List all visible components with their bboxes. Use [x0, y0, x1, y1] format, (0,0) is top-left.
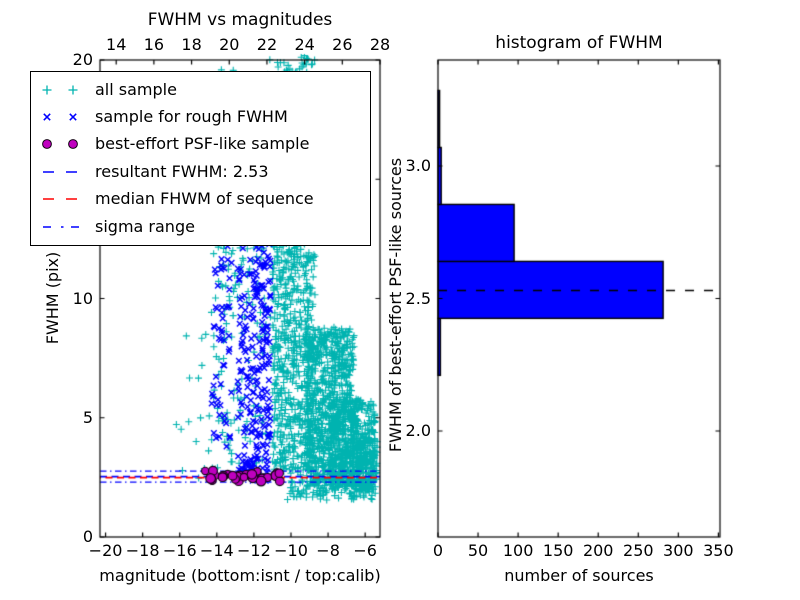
left-plot-top-tick-label: 18	[181, 35, 202, 54]
legend-item-rough-fwhm-sample: sample for rough FWHM	[31, 103, 370, 130]
x-marker-icon	[43, 113, 77, 121]
right-plot-y-tick-label: 2.5	[405, 288, 431, 308]
right-plot-x-tick-label: 300	[663, 541, 694, 560]
x-marker-glyph	[43, 113, 77, 121]
legend-label: resultant FWHM: 2.53	[95, 161, 269, 181]
left-plot-y-tick-label: 10	[72, 288, 93, 308]
right-plot-xlabel: number of sources	[504, 566, 654, 585]
left-plot-top-tick-label: 28	[369, 35, 391, 54]
legend-label: best-effort PSF-like sample	[95, 134, 310, 154]
legend-item-all-sample: all sample	[31, 76, 370, 103]
right-plot-y-tick-label: 2.0	[405, 421, 431, 440]
right-plot-x-tick-label: 100	[502, 541, 534, 560]
plus-marker-icon	[42, 85, 78, 95]
legend-item-sigma-range: sigma range	[31, 213, 370, 240]
right-plot-y-tick-label: 3.0	[405, 156, 431, 175]
left-plot-ylabel: FWHM (pix)	[43, 251, 62, 345]
legend-label: median FHWM of sequence	[95, 189, 314, 209]
right-plot-x-tick-label: 350	[703, 541, 734, 560]
left-plot-x-tick-label: −10	[274, 541, 308, 560]
dashed-line-icon	[43, 171, 77, 173]
right-plot-x-tick-label: 150	[542, 541, 574, 560]
left-plot-x-tick-label: −18	[125, 541, 160, 560]
left-plot-x-tick-label: −8	[316, 541, 340, 560]
legend-item-resultant-fwhm: resultant FWHM: 2.53	[31, 158, 370, 185]
legend-item-median-fwhm: median FHWM of sequence	[31, 186, 370, 213]
left-plot-y-tick-label: 0	[82, 527, 93, 546]
legend-item-psf-like-sample: best-effort PSF-like sample	[31, 131, 370, 158]
right-plot-x-tick-label: 200	[582, 541, 614, 560]
right-plot-x-tick-label: 50	[467, 541, 489, 560]
left-plot-top-tick-label: 14	[106, 35, 127, 54]
left-plot-top-tick-label: 26	[332, 35, 353, 54]
left-plot-x-tick-label: −6	[353, 541, 377, 560]
left-plot-top-tick-label: 24	[294, 35, 315, 54]
right-plot-ylabel: FWHM of best-effort PSF-like sources	[386, 157, 405, 453]
left-plot-x-tick-label: −12	[237, 541, 271, 560]
circle-marker-glyph	[42, 139, 52, 150]
left-plot-x-tick-label: −16	[162, 541, 197, 560]
legend: all sample sample for rough FWHM best-ef…	[30, 71, 371, 246]
left-plot-title: FWHM vs magnitudes	[147, 10, 333, 30]
left-plot-top-tick-label: 16	[143, 35, 165, 54]
right-plot-x-tick-label: 0	[432, 541, 444, 560]
left-plot-x-tick-label: −14	[199, 541, 234, 560]
legend-label: sample for rough FWHM	[95, 107, 288, 127]
left-plot-y-tick-label: 20	[72, 50, 93, 69]
right-plot-x-tick-label: 250	[623, 541, 654, 560]
left-plot-y-tick-label: 5	[82, 407, 93, 427]
dashdot-line-icon	[43, 225, 79, 228]
dashed-line-icon	[43, 198, 77, 201]
right-plot-title: histogram of FWHM	[495, 33, 663, 53]
circle-marker-glyph	[68, 139, 78, 150]
left-plot-top-tick-label: 20	[219, 35, 240, 54]
left-plot-xlabel: magnitude (bottom:isnt / top:calib)	[99, 566, 381, 585]
left-plot-x-tick-label: −20	[88, 541, 123, 560]
left-plot-top-tick-label: 22	[256, 35, 278, 54]
circle-marker-icon	[42, 139, 78, 150]
plus-marker-glyph	[42, 85, 78, 95]
legend-label: sigma range	[95, 216, 195, 236]
legend-label: all sample	[95, 79, 177, 99]
